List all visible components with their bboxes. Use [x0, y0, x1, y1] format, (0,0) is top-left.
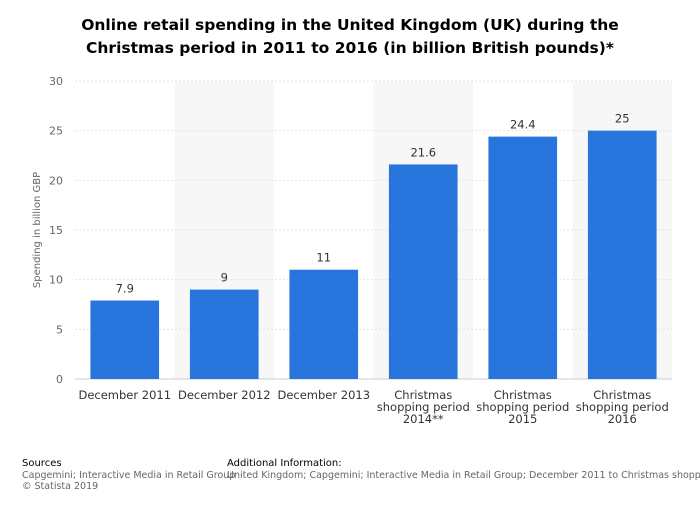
copyright-text: © Statista 2019	[22, 481, 99, 492]
x-tick-label-line: shopping period	[576, 400, 669, 414]
x-tick-label: Christmas shopping period 2014**	[377, 388, 470, 426]
chart-title-line-2: Christmas period in 2011 to 2016 (in bil…	[86, 39, 614, 57]
x-tick-label: December 2012	[178, 388, 271, 402]
x-tick-label: Christmas shopping period 2016	[576, 388, 669, 426]
data-label: 9	[221, 271, 228, 285]
y-tick-label: 20	[49, 174, 63, 187]
x-tick-label-line: Christmas	[593, 388, 651, 402]
x-tick-label-line: 2016	[608, 412, 637, 426]
bar	[388, 164, 458, 379]
x-tick-label: December 2011	[78, 388, 171, 402]
bar	[587, 130, 657, 379]
x-tick-label-line: Christmas	[494, 388, 552, 402]
y-tick-label: 30	[49, 75, 63, 88]
y-tick-label: 5	[56, 323, 63, 336]
y-tick-label: 0	[56, 373, 63, 386]
x-tick-label-line: December 2011	[78, 388, 171, 402]
additional-info-text: United Kingdom; Capgemini; Interactive M…	[227, 469, 700, 481]
x-tick-label-line: 2015	[508, 412, 537, 426]
bar	[488, 136, 558, 379]
x-tick-label-line: December 2012	[178, 388, 271, 402]
data-label: 24.4	[510, 118, 536, 132]
x-tick-label-line: shopping period	[476, 400, 569, 414]
bar	[289, 269, 359, 379]
data-label: 21.6	[410, 145, 436, 159]
footer-sources: Sources Capgemini; Interactive Media in …	[22, 458, 236, 493]
data-label: 25	[615, 112, 630, 126]
sources-heading: Sources	[22, 458, 62, 469]
footer-additional-info: Additional Information: United Kingdom; …	[227, 458, 700, 481]
sources-text: Capgemini; Interactive Media in Retail G…	[22, 469, 236, 481]
x-tick-label-line: 2014**	[403, 412, 444, 426]
additional-info-heading: Additional Information:	[227, 458, 342, 469]
bar	[189, 289, 259, 379]
x-tick-label-line: shopping period	[377, 400, 470, 414]
data-label: 11	[316, 251, 331, 265]
chart-title-line-1: Online retail spending in the United Kin…	[81, 16, 619, 34]
bar	[90, 300, 160, 379]
chart-title: Online retail spending in the United Kin…	[40, 14, 660, 60]
bar-chart: 0 5 10 15 20 25 30 Spending in billion GBP 7.9 De…	[32, 75, 672, 426]
y-tick-label: 25	[49, 125, 63, 138]
x-tick-label-line: December 2013	[277, 388, 370, 402]
y-tick-label: 15	[49, 224, 63, 237]
x-tick-label: Christmas shopping period 2015	[476, 388, 569, 426]
y-axis-label: Spending in billion GBP	[32, 172, 43, 288]
data-label: 7.9	[116, 282, 134, 296]
x-tick-label: December 2013	[277, 388, 370, 402]
x-tick-label-line: Christmas	[394, 388, 452, 402]
y-tick-label: 10	[49, 274, 63, 287]
